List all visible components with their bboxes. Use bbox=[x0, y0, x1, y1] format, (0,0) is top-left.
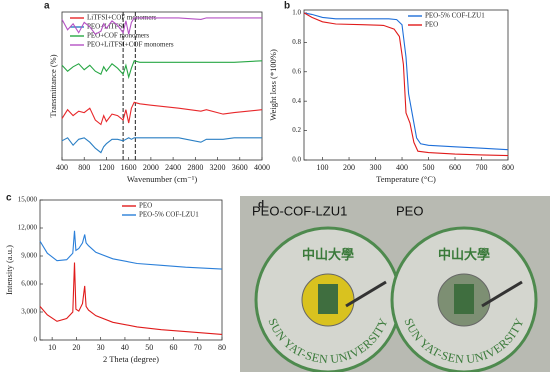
x-tick-label: 2400 bbox=[165, 163, 181, 172]
y-tick-label: 3,000 bbox=[21, 308, 37, 316]
plot-frame bbox=[303, 9, 509, 161]
panel-label: b bbox=[284, 1, 290, 12]
x-tick-label: 2800 bbox=[187, 163, 203, 172]
y-tick-label: 6,000 bbox=[21, 280, 37, 288]
data-line bbox=[303, 12, 509, 157]
data-line bbox=[39, 230, 223, 270]
x-tick-label: 500 bbox=[423, 163, 435, 172]
data-line bbox=[61, 17, 262, 35]
x-axis-label: Wavenumber (cm⁻¹) bbox=[127, 174, 197, 184]
emblem bbox=[454, 284, 474, 314]
emblem bbox=[318, 284, 338, 314]
legend-label: PEO bbox=[139, 202, 152, 210]
x-tick-label: 70 bbox=[194, 343, 202, 352]
y-tick-label: 9,000 bbox=[21, 252, 37, 260]
legend-label: PEO+COF monomers bbox=[87, 32, 149, 40]
x-tick-label: 3200 bbox=[210, 163, 226, 172]
x-tick-label: 1200 bbox=[98, 163, 114, 172]
panel-label: c bbox=[6, 193, 12, 204]
data-line bbox=[61, 101, 263, 126]
plot-frame bbox=[39, 199, 223, 341]
x-tick-label: 200 bbox=[343, 163, 355, 172]
y-tick-label: 12,000 bbox=[18, 224, 38, 232]
y-axis-label: Intensity (a.u.) bbox=[4, 245, 14, 295]
emblem-text: 中山大學 bbox=[302, 247, 354, 262]
y-tick-label: 0.6 bbox=[292, 67, 301, 75]
x-axis-label: Temperature (°C) bbox=[376, 174, 436, 184]
x-tick-label: 10 bbox=[48, 343, 56, 352]
x-tick-label: 3600 bbox=[232, 163, 248, 172]
y-tick-label: 0 bbox=[34, 336, 38, 344]
data-line bbox=[303, 12, 509, 151]
legend-label: PEO+LiTFSI bbox=[87, 23, 125, 31]
x-axis-label: 2 Theta (degree) bbox=[103, 354, 159, 364]
x-tick-label: 2000 bbox=[143, 163, 159, 172]
y-tick-label: 0.8 bbox=[292, 38, 301, 46]
tweezers bbox=[481, 280, 523, 308]
x-tick-label: 800 bbox=[502, 163, 514, 172]
legend-label: PEO-5% COF-LZU1 bbox=[139, 211, 199, 219]
x-tick-label: 400 bbox=[396, 163, 408, 172]
x-tick-label: 80 bbox=[218, 343, 226, 352]
y-axis-label: Weight loss (*100%) bbox=[268, 49, 278, 121]
photo-label: PEO bbox=[396, 203, 423, 218]
plot-frame bbox=[61, 11, 263, 161]
x-tick-label: 20 bbox=[72, 343, 80, 352]
data-line bbox=[39, 262, 223, 335]
legend-label: PEO-5% COF-LZU1 bbox=[425, 12, 485, 20]
x-tick-label: 600 bbox=[449, 163, 461, 172]
legend-label: LiTFSI+COF monomers bbox=[87, 14, 157, 22]
x-tick-label: 300 bbox=[370, 163, 382, 172]
x-tick-label: 60 bbox=[169, 343, 177, 352]
y-tick-label: 0.0 bbox=[292, 156, 301, 164]
x-tick-label: 50 bbox=[145, 343, 153, 352]
photo-label: PEO-COF-LZU1 bbox=[252, 203, 347, 218]
y-tick-label: 0.4 bbox=[292, 97, 301, 105]
panel-label: a bbox=[44, 1, 50, 12]
x-tick-label: 800 bbox=[78, 163, 90, 172]
x-tick-label: 700 bbox=[476, 163, 488, 172]
panel-label: d bbox=[258, 200, 264, 211]
legend-label: PEO bbox=[425, 21, 438, 29]
data-line bbox=[61, 137, 262, 154]
y-tick-label: 15,000 bbox=[18, 196, 38, 204]
y-tick-label: 0.2 bbox=[292, 126, 301, 134]
data-line bbox=[61, 60, 263, 80]
x-tick-label: 1600 bbox=[121, 163, 137, 172]
x-tick-label: 400 bbox=[56, 163, 68, 172]
tweezers bbox=[345, 280, 387, 308]
x-tick-label: 40 bbox=[121, 343, 129, 352]
y-tick-label: 1.0 bbox=[292, 9, 301, 17]
y-axis-label: Transmittance (%) bbox=[48, 54, 58, 117]
x-tick-label: 30 bbox=[97, 343, 105, 352]
legend-label: PEO+LiTFSI+COF monomers bbox=[87, 41, 174, 49]
x-tick-label: 100 bbox=[317, 163, 329, 172]
emblem-text: 中山大學 bbox=[438, 247, 490, 262]
x-tick-label: 4000 bbox=[254, 163, 270, 172]
